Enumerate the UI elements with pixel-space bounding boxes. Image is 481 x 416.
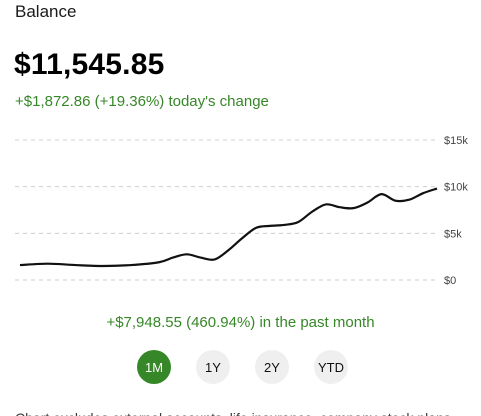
- range-button-1m[interactable]: 1M: [137, 350, 171, 384]
- range-button-1y[interactable]: 1Y: [196, 350, 230, 384]
- range-button-2y[interactable]: 2Y: [255, 350, 289, 384]
- y-tick-label: $5k: [444, 228, 462, 240]
- period-change-text: +$7,948.55 (460.94%) in the past month: [106, 314, 375, 331]
- y-tick-label: $10k: [444, 182, 468, 194]
- chart-disclaimer: Chart excludes external accounts, life i…: [15, 405, 475, 416]
- page-title: Balance: [15, 2, 77, 21]
- balance-series-line: [19, 187, 438, 268]
- y-tick-label: $0: [444, 275, 456, 287]
- balance-chart: $0 $5k $10k $15k: [15, 135, 468, 287]
- y-tick-label: $15k: [444, 135, 468, 147]
- range-selector: 1M 1Y 2Y YTD: [0, 350, 481, 384]
- today-change-text: +$1,872.86 (+19.36%) today's change: [15, 93, 269, 110]
- range-button-ytd[interactable]: YTD: [314, 350, 348, 384]
- balance-amount: $11,545.85: [14, 48, 165, 81]
